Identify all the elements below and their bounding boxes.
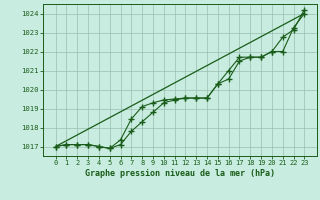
- X-axis label: Graphe pression niveau de la mer (hPa): Graphe pression niveau de la mer (hPa): [85, 169, 275, 178]
